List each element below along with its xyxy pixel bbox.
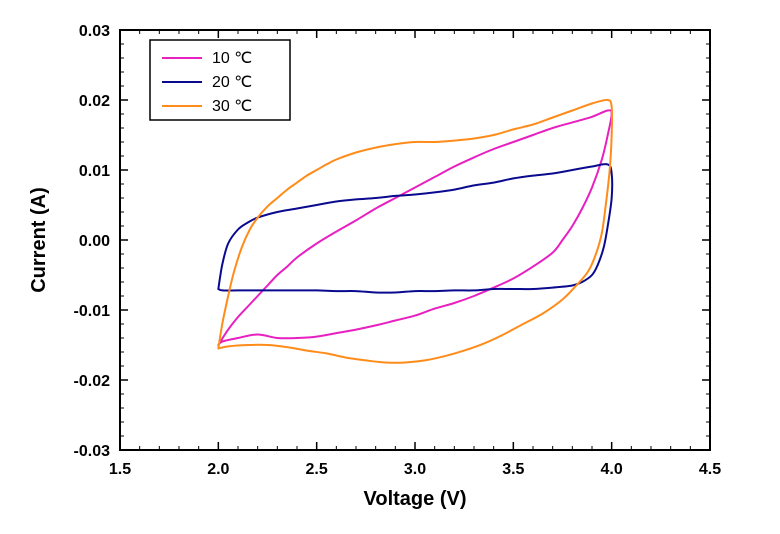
- chart-svg: 1.5 2.0 2.5 3.0 3.5 4.0 4.5 -0.03 -0.02 -0.01 0.00…: [0, 0, 780, 534]
- y-tick-label: -0.01: [74, 303, 111, 320]
- x-tick-label: 3.5: [502, 461, 524, 478]
- legend-label: 30 ℃: [212, 98, 252, 115]
- cv-chart: 1.5 2.0 2.5 3.0 3.5 4.0 4.5 -0.03 -0.02 -0.01 0.00…: [0, 0, 780, 534]
- x-tick-label: 4.5: [699, 461, 721, 478]
- y-tick-label: 0.02: [79, 93, 110, 110]
- y-tick-label: 0.00: [79, 233, 110, 250]
- y-tick-label: 0.01: [79, 163, 110, 180]
- legend-label: 20 ℃: [212, 74, 252, 91]
- legend-label: 10 ℃: [212, 50, 252, 67]
- x-tick-label: 2.0: [207, 461, 229, 478]
- y-tick-label: 0.03: [79, 23, 110, 40]
- x-tick-label: 3.0: [404, 461, 426, 478]
- x-tick-label: 4.0: [601, 461, 623, 478]
- y-tick-label: -0.03: [74, 443, 111, 460]
- x-axis-label: Voltage (V): [364, 488, 467, 510]
- y-axis-label: Current (A): [28, 187, 50, 293]
- y-tick-label: -0.02: [74, 373, 111, 390]
- x-tick-label: 1.5: [109, 461, 131, 478]
- x-tick-label: 2.5: [306, 461, 328, 478]
